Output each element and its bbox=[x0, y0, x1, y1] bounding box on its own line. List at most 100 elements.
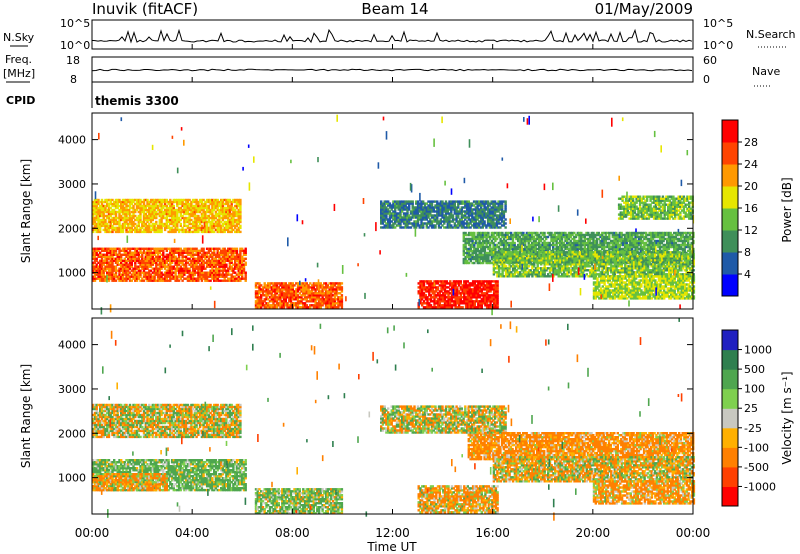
heatmap-cell bbox=[102, 208, 105, 212]
heatmap-cell bbox=[223, 222, 226, 226]
heatmap-cell bbox=[141, 224, 144, 228]
heatmap-cell bbox=[183, 216, 186, 220]
heatmap-cell bbox=[156, 257, 160, 260]
heatmap-cell bbox=[148, 269, 151, 272]
heatmap-cell bbox=[107, 255, 111, 258]
heatmap-cell bbox=[156, 226, 160, 230]
heatmap-cell bbox=[177, 216, 181, 220]
heatmap-cell bbox=[155, 263, 158, 266]
heatmap-cell bbox=[239, 210, 242, 214]
heatmap-cell bbox=[158, 247, 161, 250]
heatmap-cell bbox=[137, 220, 140, 224]
heatmap-cell bbox=[137, 253, 140, 256]
heatmap-cell bbox=[176, 261, 179, 264]
heatmap-cell bbox=[195, 216, 198, 220]
heatmap-cell bbox=[244, 261, 247, 264]
heatmap-cell bbox=[116, 222, 119, 226]
heatmap-cell bbox=[227, 214, 230, 218]
heatmap-cell bbox=[100, 247, 104, 250]
heatmap-cell bbox=[181, 200, 184, 204]
heatmap-cell bbox=[237, 220, 240, 224]
heatmap-cell bbox=[165, 198, 168, 202]
heatmap-cell bbox=[221, 200, 225, 204]
heatmap-cell bbox=[188, 204, 191, 208]
heatmap-cell bbox=[118, 279, 121, 282]
heatmap-cell bbox=[100, 263, 104, 266]
heatmap-cell bbox=[232, 216, 235, 220]
heatmap-cell bbox=[118, 259, 121, 262]
heatmap-cell bbox=[109, 222, 112, 226]
heatmap-cell bbox=[198, 216, 202, 220]
heatmap-cell bbox=[169, 226, 172, 230]
heatmap-cell bbox=[109, 224, 112, 228]
heatmap-cell bbox=[158, 230, 161, 234]
heatmap-cell bbox=[125, 208, 128, 212]
heatmap-cell bbox=[188, 275, 191, 278]
heatmap-cell bbox=[107, 208, 111, 212]
heatmap-cell bbox=[169, 230, 172, 234]
heatmap-cell bbox=[213, 198, 216, 202]
heatmap-cell bbox=[191, 261, 195, 264]
heatmap-cell bbox=[183, 202, 186, 206]
heatmap-cell bbox=[169, 208, 172, 212]
heatmap-cell bbox=[197, 200, 200, 204]
heatmap-cell bbox=[235, 218, 239, 222]
heatmap-cell bbox=[106, 208, 109, 212]
heatmap-cell bbox=[121, 265, 125, 268]
nsearch-tick-top: 10^5 bbox=[703, 17, 733, 30]
heatmap-cell bbox=[97, 224, 100, 228]
heatmap-cell bbox=[190, 277, 193, 280]
heatmap-cell bbox=[107, 249, 111, 252]
heatmap-cell bbox=[191, 200, 195, 204]
heatmap-cell bbox=[216, 226, 219, 230]
heatmap-cell bbox=[149, 253, 153, 256]
heatmap-cell bbox=[162, 249, 165, 252]
heatmap-cell bbox=[127, 259, 130, 262]
heatmap-cell bbox=[116, 200, 119, 204]
heatmap-cell bbox=[184, 206, 188, 210]
heatmap-cell bbox=[172, 208, 175, 212]
heatmap-cell bbox=[146, 198, 149, 202]
heatmap-cell bbox=[141, 265, 144, 268]
heatmap-cell bbox=[230, 212, 233, 216]
heatmap-cell bbox=[216, 206, 219, 210]
heatmap-cell bbox=[127, 204, 130, 208]
heatmap-cell bbox=[135, 226, 139, 230]
heatmap-cell bbox=[202, 228, 205, 232]
heatmap-cell bbox=[214, 216, 218, 220]
heatmap-cell bbox=[127, 212, 130, 216]
heatmap-cell bbox=[144, 263, 147, 266]
heatmap-cell bbox=[183, 208, 186, 212]
heatmap-cell bbox=[195, 222, 198, 226]
heatmap-cell bbox=[111, 210, 114, 214]
heatmap-cell bbox=[116, 204, 119, 208]
heatmap-cell bbox=[99, 208, 102, 212]
heatmap-cell bbox=[130, 279, 133, 282]
heatmap-cell bbox=[135, 277, 139, 280]
heatmap-cell bbox=[200, 206, 204, 210]
heatmap-cell bbox=[111, 224, 114, 228]
heatmap-cell bbox=[160, 222, 163, 226]
heatmap-cell bbox=[109, 220, 112, 224]
heatmap-cell bbox=[184, 249, 188, 252]
heatmap-cell bbox=[230, 216, 233, 220]
heatmap-cell bbox=[225, 202, 228, 206]
heatmap-cell bbox=[158, 255, 161, 258]
heatmap-cell bbox=[158, 269, 161, 272]
heatmap-cell bbox=[142, 218, 146, 222]
heatmap-cell bbox=[172, 222, 175, 226]
heatmap-cell bbox=[109, 200, 112, 204]
heatmap-cell bbox=[172, 255, 175, 258]
heatmap-cell bbox=[149, 208, 153, 212]
heatmap-cell bbox=[130, 261, 133, 264]
heatmap-cell bbox=[109, 230, 112, 234]
heatmap-cell bbox=[149, 230, 153, 234]
heatmap-cell bbox=[172, 214, 175, 218]
heatmap-cell bbox=[153, 247, 156, 250]
heatmap-cell bbox=[176, 263, 179, 266]
heatmap-cell bbox=[209, 202, 212, 206]
heatmap-cell bbox=[340, 286, 344, 289]
heatmap-cell bbox=[207, 210, 211, 214]
heatmap-cell bbox=[132, 210, 135, 214]
heatmap-cell bbox=[213, 226, 216, 230]
